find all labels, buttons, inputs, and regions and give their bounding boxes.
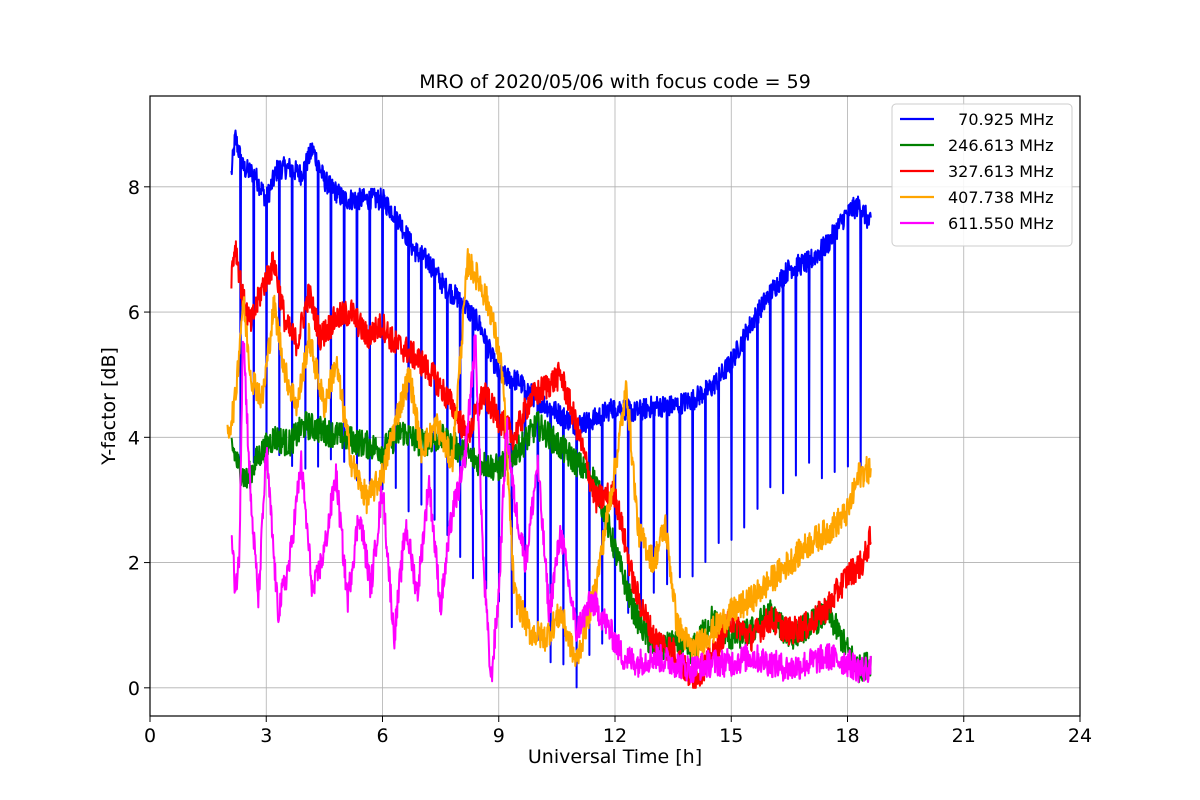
series-line — [230, 129, 872, 689]
legend-label: 611.550 MHz — [948, 214, 1053, 233]
chart-title: MRO of 2020/05/06 with focus code = 59 — [419, 71, 811, 93]
x-tick-label: 12 — [603, 725, 627, 747]
y-axis: 0 2 4 6 8 — [128, 177, 150, 700]
legend: 70.925 MHz 246.613 MHz 327.613 MHz 407.738 … — [891, 103, 1073, 247]
x-tick-label: 21 — [952, 725, 976, 747]
legend-label: 327.613 MHz — [948, 162, 1053, 181]
x-tick-label: 9 — [493, 725, 505, 747]
y-tick-label: 0 — [128, 678, 140, 700]
x-tick-label: 6 — [376, 725, 388, 747]
x-axis-label: Universal Time [h] — [528, 746, 702, 768]
legend-label: 70.925 MHz — [948, 110, 1053, 129]
series-line — [230, 334, 872, 684]
x-axis: 0 3 6 9 12 15 18 21 24 — [144, 716, 1092, 747]
series-line — [226, 248, 872, 667]
series-line — [230, 410, 872, 684]
series-layer — [226, 129, 872, 689]
y-tick-label: 2 — [128, 553, 140, 575]
x-tick-label: 18 — [835, 725, 859, 747]
y-tick-label: 8 — [128, 177, 140, 199]
y-axis-label: Y-factor [dB] — [98, 347, 120, 466]
legend-label: 246.613 MHz — [948, 136, 1053, 155]
y-tick-label: 6 — [128, 302, 140, 324]
legend-box — [891, 103, 1073, 247]
x-tick-label: 24 — [1068, 725, 1092, 747]
y-tick-label: 4 — [128, 427, 140, 449]
legend-label: 407.738 MHz — [948, 188, 1053, 207]
x-tick-label: 15 — [719, 725, 743, 747]
series-line — [230, 240, 872, 689]
x-tick-label: 0 — [144, 725, 156, 747]
x-tick-label: 3 — [260, 725, 272, 747]
